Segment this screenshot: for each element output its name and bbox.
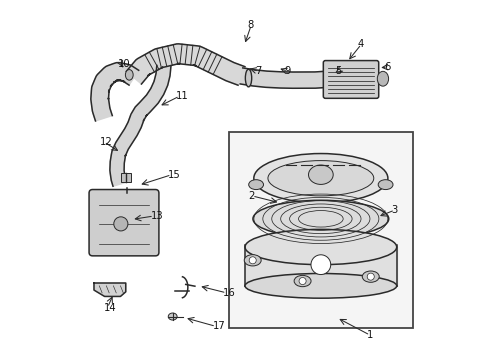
Polygon shape xyxy=(240,68,325,88)
Ellipse shape xyxy=(362,271,379,282)
Text: 16: 16 xyxy=(223,288,236,298)
Circle shape xyxy=(367,273,374,280)
Text: 11: 11 xyxy=(176,91,189,101)
Bar xyxy=(229,132,413,328)
Text: 1: 1 xyxy=(367,330,373,340)
Ellipse shape xyxy=(168,313,177,320)
Ellipse shape xyxy=(245,69,252,87)
Text: 15: 15 xyxy=(168,170,181,180)
Text: 10: 10 xyxy=(118,59,131,69)
Text: 13: 13 xyxy=(150,211,163,221)
Circle shape xyxy=(311,255,331,275)
Text: 4: 4 xyxy=(358,39,364,49)
FancyBboxPatch shape xyxy=(89,189,159,256)
Ellipse shape xyxy=(244,255,261,266)
Text: 3: 3 xyxy=(392,205,398,215)
Ellipse shape xyxy=(378,180,393,190)
FancyBboxPatch shape xyxy=(323,60,379,98)
Text: 7: 7 xyxy=(256,66,262,76)
Polygon shape xyxy=(126,44,245,85)
Text: 6: 6 xyxy=(384,62,391,72)
Circle shape xyxy=(249,257,256,264)
Text: 17: 17 xyxy=(213,321,225,332)
Polygon shape xyxy=(94,283,126,296)
Ellipse shape xyxy=(245,229,397,265)
Polygon shape xyxy=(91,63,139,121)
Polygon shape xyxy=(131,66,171,121)
Ellipse shape xyxy=(377,71,389,86)
Text: 5: 5 xyxy=(335,66,342,76)
Ellipse shape xyxy=(309,165,333,184)
Circle shape xyxy=(299,278,306,284)
Text: 12: 12 xyxy=(100,137,113,147)
Text: 9: 9 xyxy=(285,66,291,76)
Polygon shape xyxy=(110,115,144,186)
Ellipse shape xyxy=(125,69,133,80)
Text: 8: 8 xyxy=(248,20,254,30)
Circle shape xyxy=(114,217,128,231)
Text: 2: 2 xyxy=(248,191,255,201)
Bar xyxy=(121,172,131,183)
Ellipse shape xyxy=(249,180,264,190)
Ellipse shape xyxy=(268,161,374,196)
Ellipse shape xyxy=(294,275,311,287)
Ellipse shape xyxy=(245,274,397,298)
Text: 14: 14 xyxy=(104,303,117,313)
Ellipse shape xyxy=(253,200,389,237)
Ellipse shape xyxy=(254,153,388,203)
